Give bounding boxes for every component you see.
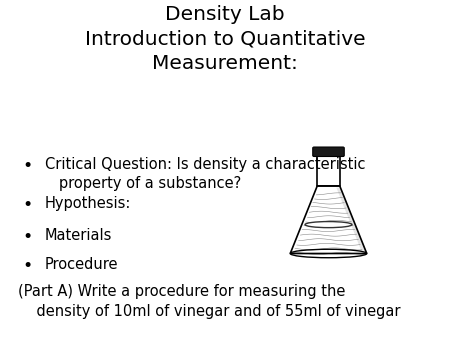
Text: Procedure: Procedure: [45, 257, 118, 272]
Text: Hypothesis:: Hypothesis:: [45, 196, 131, 211]
Text: •: •: [22, 257, 33, 275]
Text: density of 10ml of vinegar and of 55ml of vinegar: density of 10ml of vinegar and of 55ml o…: [18, 304, 400, 319]
Bar: [317, 155, 340, 186]
Text: •: •: [22, 196, 33, 214]
Polygon shape: [337, 188, 367, 252]
Text: Materials: Materials: [45, 228, 112, 243]
Text: Density Lab
Introduction to Quantitative
Measurement:: Density Lab Introduction to Quantitative…: [85, 5, 365, 73]
Text: Critical Question: Is density a characteristic
   property of a substance?: Critical Question: Is density a characte…: [45, 157, 365, 191]
Ellipse shape: [305, 222, 352, 228]
Text: (Part A) Write a procedure for measuring the: (Part A) Write a procedure for measuring…: [18, 284, 346, 299]
Text: •: •: [22, 157, 33, 175]
Text: •: •: [22, 228, 33, 246]
FancyBboxPatch shape: [313, 147, 344, 156]
